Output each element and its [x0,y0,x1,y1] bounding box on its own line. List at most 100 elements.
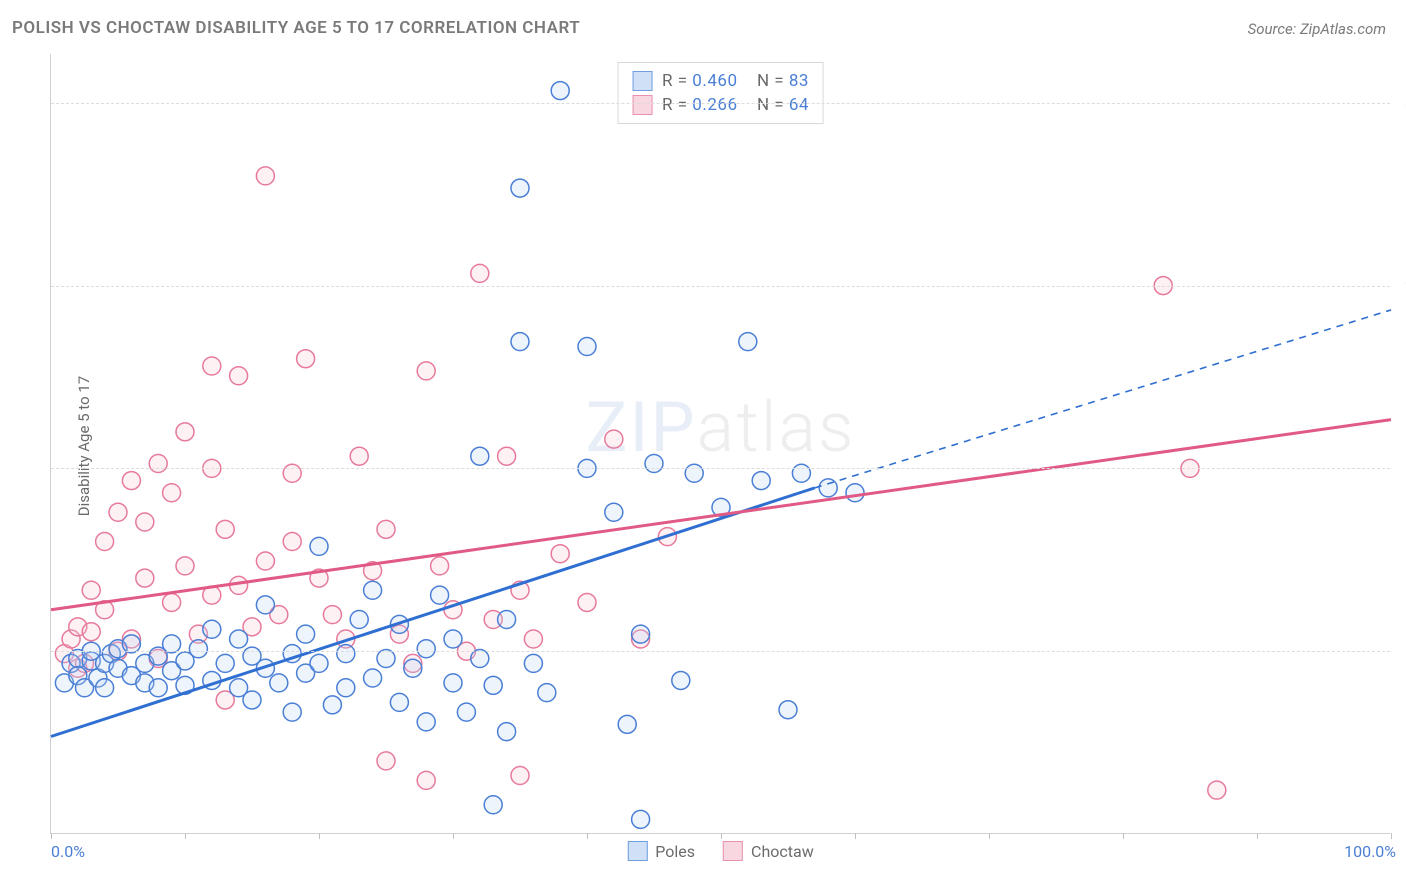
scatter-point [645,455,663,473]
scatter-point [256,167,274,185]
scatter-point [404,659,422,677]
scatter-point [511,179,529,197]
scatter-point [578,593,596,611]
scatter-point [243,691,261,709]
scatter-point [323,606,341,624]
x-axis-max-label: 100.0% [1344,842,1396,861]
scatter-point [283,703,301,721]
scatter-point [270,674,288,692]
scatter-point [484,796,502,814]
scatter-point [82,623,100,641]
scatter-point [819,479,837,497]
scatter-point [471,264,489,282]
scatter-point [685,464,703,482]
scatter-point [109,503,127,521]
scatter-point [283,533,301,551]
series-legend-item: Poles [627,841,695,861]
scatter-point [230,630,248,648]
legend-n: N = 64 [748,95,809,115]
scatter-point [792,464,810,482]
scatter-point [216,654,234,672]
scatter-point [779,701,797,719]
scatter-point [122,472,140,490]
x-tick [587,833,588,839]
scatter-point [471,447,489,465]
scatter-point [846,484,864,502]
scatter-point [632,625,650,643]
legend-swatch [723,841,743,861]
y-tick-label: 7.5% [1396,642,1406,661]
scatter-point [752,472,770,490]
scatter-point [605,430,623,448]
legend-r: R = 0.460 [662,71,737,91]
gridline [51,651,1390,652]
scatter-point [498,611,516,629]
x-tick [1257,833,1258,839]
scatter-point [551,82,569,100]
scatter-point [457,703,475,721]
x-tick [185,833,186,839]
scatter-point [390,693,408,711]
scatter-point [203,620,221,638]
series-name: Poles [655,842,695,861]
scatter-point [417,362,435,380]
source-attribution: Source: ZipAtlas.com [1248,20,1386,38]
series-name: Choctaw [751,842,814,861]
source-link[interactable]: ZipAtlas.com [1300,20,1386,38]
x-tick [1123,833,1124,839]
gridline [51,468,1390,469]
scatter-point [444,630,462,648]
gridline [51,103,1390,104]
chart-title: POLISH VS CHOCTAW DISABILITY AGE 5 TO 17… [12,18,580,38]
legend-row: R = 0.266 N = 64 [632,93,809,117]
scatter-point [538,684,556,702]
series-legend-item: Choctaw [723,841,814,861]
scatter-point [377,752,395,770]
scatter-point [431,557,449,575]
scatter-point [163,484,181,502]
scatter-point [417,771,435,789]
x-axis-min-label: 0.0% [51,842,85,861]
scatter-point [551,545,569,563]
scatter-point [230,367,248,385]
scatter-point [524,630,542,648]
trend-line [51,420,1391,610]
scatter-point [149,455,167,473]
legend-n: N = 83 [748,71,809,91]
scatter-point [96,533,114,551]
scatter-point [672,671,690,689]
legend-swatch [632,95,652,115]
legend-r: R = 0.266 [662,95,737,115]
scatter-point [484,676,502,694]
plot-svg [51,54,1390,833]
x-tick [989,833,990,839]
scatter-point [431,586,449,604]
correlation-legend: R = 0.460 N = 83R = 0.266 N = 64 [617,62,824,124]
scatter-point [498,447,516,465]
scatter-point [444,674,462,692]
scatter-point [256,552,274,570]
scatter-point [578,338,596,356]
scatter-point [524,654,542,672]
scatter-point [283,464,301,482]
scatter-point [511,767,529,785]
scatter-point [297,625,315,643]
scatter-point [417,640,435,658]
legend-swatch [632,71,652,91]
x-tick [51,833,52,839]
scatter-point [618,715,636,733]
plot-area: ZIPatlas R = 0.460 N = 83R = 0.266 N = 6… [50,54,1390,834]
scatter-point [176,423,194,441]
scatter-point [377,520,395,538]
legend-swatch [627,841,647,861]
legend-row: R = 0.460 N = 83 [632,69,809,93]
scatter-point [605,503,623,521]
scatter-point [337,679,355,697]
scatter-point [163,593,181,611]
scatter-point [163,635,181,653]
scatter-point [216,520,234,538]
trend-line [51,488,815,737]
series-legend: Poles Choctaw [627,841,813,861]
scatter-point [136,569,154,587]
scatter-point [350,611,368,629]
